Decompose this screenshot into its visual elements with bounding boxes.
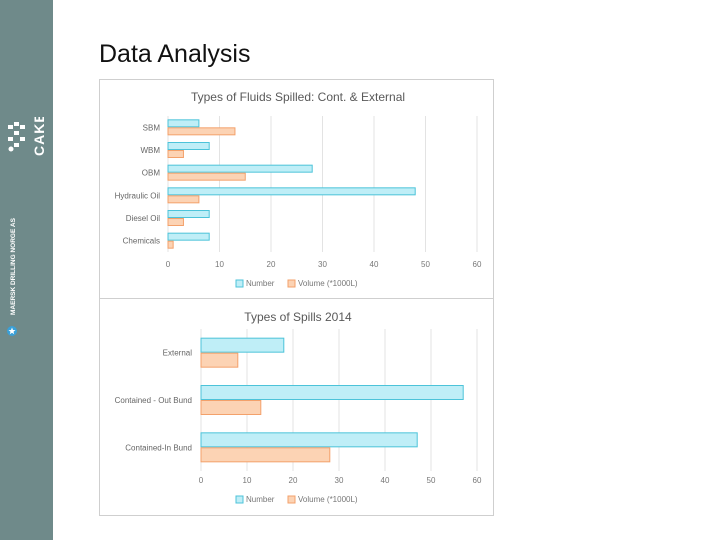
slide-title: Data Analysis: [99, 40, 251, 68]
x-tick-label: 20: [267, 260, 276, 269]
legend-swatch-volume: [287, 495, 296, 504]
cake-logo: CAKE: [8, 117, 47, 156]
x-tick-label: 10: [215, 260, 224, 269]
category-label: Contained - Out Bund: [115, 396, 192, 405]
company-name: MAERSK DRILLING NORGE AS: [10, 217, 17, 315]
legend-swatch-number: [235, 495, 244, 504]
x-tick-label: 30: [335, 476, 344, 485]
bar-volume: [167, 195, 200, 204]
x-tick-label: 50: [421, 260, 430, 269]
category-label: Contained-In Bund: [125, 443, 192, 452]
x-tick-label: 60: [473, 260, 482, 269]
x-tick-label: 0: [166, 260, 171, 269]
bar-number: [167, 210, 210, 218]
bar-number: [167, 142, 210, 150]
company-logo: MAERSK DRILLING NORGE AS: [7, 217, 17, 336]
category-label: External: [163, 349, 193, 358]
bar-number: [167, 232, 210, 241]
legend-swatch-number: [235, 279, 244, 288]
category-label: OBM: [142, 169, 161, 178]
bar-volume: [200, 400, 262, 415]
x-tick-label: 30: [318, 260, 327, 269]
fluids-spilled-chart: Types of Fluids Spilled: Cont. & Externa…: [99, 79, 494, 299]
x-tick-label: 40: [381, 476, 390, 485]
category-label: Chemicals: [123, 237, 160, 246]
bar-number: [167, 119, 200, 128]
chart-title: Types of Fluids Spilled: Cont. & Externa…: [191, 90, 405, 104]
bar-volume: [167, 150, 184, 158]
bar-number: [200, 385, 464, 400]
x-tick-label: 50: [427, 476, 436, 485]
bar-number: [200, 337, 285, 353]
bar-volume: [167, 218, 184, 226]
bar-number: [167, 187, 416, 196]
legend-label-number: Number: [246, 279, 275, 288]
x-tick-label: 40: [370, 260, 379, 269]
x-tick-label: 20: [289, 476, 298, 485]
bar-volume: [167, 127, 236, 136]
star-icon: [7, 326, 17, 336]
brand-label: CAKE: [31, 117, 47, 156]
category-label: Diesel Oil: [126, 214, 160, 223]
bar-volume: [200, 352, 239, 368]
legend-swatch-volume: [287, 279, 296, 288]
bar-number: [167, 164, 313, 173]
legend-label-volume: Volume (*1000L): [298, 495, 358, 504]
spills-2014-chart: Types of Spills 2014 0 10 20 30 40 50 60 Externa…: [99, 298, 494, 516]
bar-volume: [167, 172, 246, 181]
bar-volume: [167, 240, 174, 249]
legend-label-volume: Volume (*1000L): [298, 279, 358, 288]
legend-label-number: Number: [246, 495, 275, 504]
bar-volume: [200, 447, 331, 463]
chart-title: Types of Spills 2014: [244, 310, 352, 324]
category-label: Hydraulic Oil: [115, 191, 161, 200]
x-tick-label: 10: [243, 476, 252, 485]
x-tick-label: 0: [199, 476, 204, 485]
sidebar: CAKE MAERSK DRILLING NORGE AS: [0, 0, 53, 540]
category-label: WBM: [140, 146, 160, 155]
category-label: SBM: [143, 123, 161, 132]
bar-number: [200, 432, 418, 448]
x-tick-label: 60: [473, 476, 482, 485]
